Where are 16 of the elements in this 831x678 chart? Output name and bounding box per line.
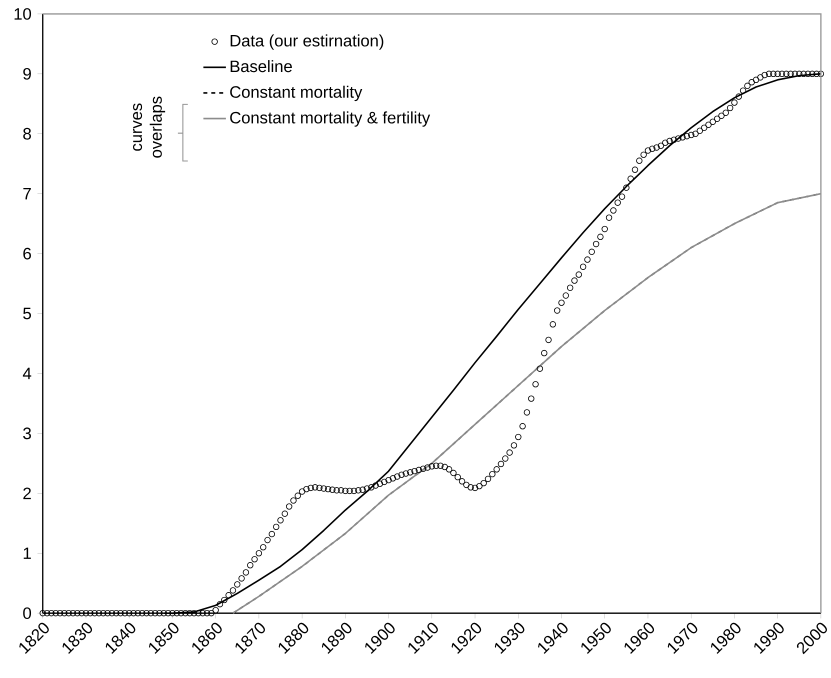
- y-tick-label: 3: [23, 428, 31, 440]
- annotation: curves overlaps: [133, 96, 166, 158]
- y-tick-label: 2: [23, 488, 31, 500]
- y-tick-label: 0: [23, 607, 32, 620]
- legend-label: Constant mortality: [230, 86, 362, 102]
- y-tick-label: 1: [24, 548, 31, 560]
- y-tick-label: 9: [23, 68, 31, 80]
- y-tick-label: 7: [23, 188, 31, 200]
- legend-label: Data (our estirnation): [230, 34, 384, 50]
- y-tick-label: 5: [23, 308, 31, 320]
- y-tick-label: 10: [14, 8, 32, 20]
- y-tick-label: 6: [23, 248, 31, 260]
- legend-label: Constant mortality & fertility: [230, 111, 430, 127]
- y-tick-label: 4: [22, 368, 32, 380]
- legend-label: Baseline: [230, 60, 292, 72]
- y-tick-label: 8: [23, 128, 31, 140]
